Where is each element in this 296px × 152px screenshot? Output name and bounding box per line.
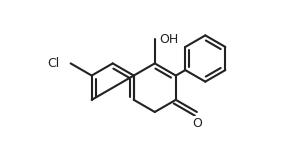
Text: OH: OH [160, 33, 179, 46]
Text: O: O [192, 117, 202, 130]
Text: Cl: Cl [47, 57, 59, 70]
